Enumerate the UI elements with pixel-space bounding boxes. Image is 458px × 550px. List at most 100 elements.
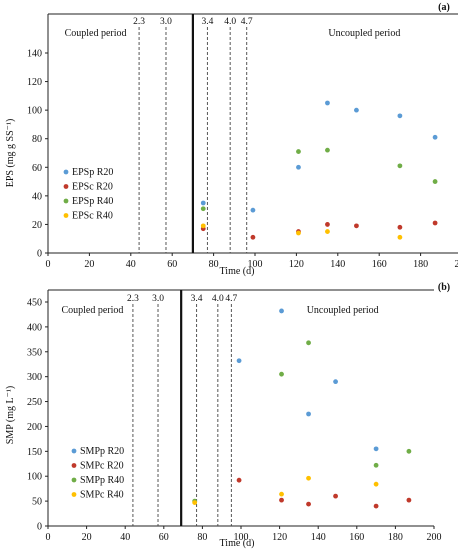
x-tick-label: 40 (120, 532, 130, 543)
data-point (397, 113, 403, 119)
panel-label: (b) (438, 282, 450, 293)
data-point (296, 230, 301, 236)
ph-marker-label: 3.4 (201, 17, 213, 27)
legend-entry: EPSp R40 (72, 196, 113, 207)
x-tick-label: 100 (248, 259, 263, 270)
chart-panel-2: 0 20 40 60 80 100 120 140 160 180 200 0 50 100 150 200 2… (5, 282, 450, 549)
ph-marker-label: 2.3 (133, 17, 145, 27)
x-tick-label: 140 (311, 532, 326, 543)
legend-entry: SMPp R20 (80, 446, 124, 457)
legend-entry: SMPc R20 (80, 461, 124, 472)
x-tick-label: 20 (82, 532, 92, 543)
data-point (279, 491, 284, 497)
data-point (306, 411, 311, 417)
y-axis-title: EPS (mg g SS⁻¹) (5, 119, 16, 188)
x-tick-label: 160 (349, 532, 364, 543)
data-point (354, 107, 359, 113)
legend-entry: EPSc R40 (72, 211, 113, 222)
data-point (333, 379, 338, 385)
y-tick-label: 350 (27, 347, 42, 358)
coupled-period-label: Coupled period (65, 28, 127, 39)
data-point (373, 481, 379, 487)
y-tick-label: 0 (37, 249, 42, 260)
ph-marker-label: 4.7 (225, 294, 237, 304)
x-tick-label: 180 (388, 532, 403, 543)
legend-marker (71, 492, 77, 497)
data-point (306, 340, 311, 346)
y-axis-title: SMP (mg L⁻¹) (5, 386, 16, 444)
data-point (306, 475, 311, 481)
y-tick-label: 400 (27, 322, 42, 333)
data-point (406, 497, 412, 503)
legend-marker (71, 448, 77, 454)
y-tick-label: 140 (27, 49, 42, 60)
y-tick-label: 20 (32, 220, 42, 231)
x-tick-label: 60 (167, 259, 177, 270)
data-point (373, 446, 379, 452)
y-tick-label: 40 (32, 191, 42, 202)
y-tick-label: 50 (32, 497, 42, 508)
data-point (236, 477, 242, 483)
x-tick-label: 120 (289, 259, 304, 270)
x-tick-label: 180 (413, 259, 428, 270)
coupled-period-label: Coupled period (61, 305, 123, 316)
x-tick-label: 60 (159, 532, 169, 543)
ph-marker-label: 4.0 (224, 17, 236, 27)
data-point (200, 200, 206, 206)
x-tick-label: 0 (46, 532, 51, 543)
x-tick-label: 120 (272, 532, 287, 543)
panel-label: (a) (438, 2, 450, 13)
x-tick-label: 160 (372, 259, 387, 270)
ph-marker-label: 4.0 (212, 294, 224, 304)
ph-marker-label: 3.0 (152, 294, 164, 304)
x-tick-label: 100 (234, 532, 249, 543)
data-point (325, 147, 330, 153)
x-tick-label: 200 (455, 259, 458, 270)
data-point (397, 234, 403, 240)
x-tick-label: 140 (330, 259, 345, 270)
data-point (325, 229, 330, 234)
data-point (354, 223, 359, 229)
y-tick-label: 80 (32, 134, 42, 145)
data-point (250, 234, 256, 240)
ph-marker-label: 2.3 (127, 294, 139, 304)
x-axis-title: Time (d) (220, 538, 255, 549)
data-point (279, 308, 284, 314)
uncoupled-period-label: Uncoupled period (328, 28, 400, 39)
x-axis-title: Time (d) (220, 266, 255, 277)
data-point (373, 462, 379, 468)
x-tick-label: 80 (197, 532, 207, 543)
legend-marker (63, 169, 69, 175)
data-point (279, 497, 284, 503)
legend-entry: SMPp R40 (80, 475, 124, 486)
data-point (397, 224, 403, 230)
x-tick-label: 0 (46, 259, 51, 270)
data-point (325, 222, 330, 227)
legend-marker (71, 477, 77, 483)
y-tick-label: 450 (27, 298, 42, 309)
ph-marker-label: 3.4 (191, 294, 203, 304)
data-point (432, 134, 438, 140)
data-point (397, 163, 403, 169)
y-tick-label: 300 (27, 372, 42, 383)
x-tick-label: 40 (126, 259, 136, 270)
legend-marker (63, 198, 69, 204)
legend-marker (63, 184, 69, 189)
ph-marker-label: 3.0 (160, 17, 172, 27)
data-point (250, 207, 256, 213)
y-tick-label: 200 (27, 422, 42, 433)
y-tick-label: 0 (37, 522, 42, 533)
y-tick-label: 250 (27, 397, 42, 408)
x-tick-label: 200 (427, 532, 442, 543)
uncoupled-period-label: Uncoupled period (307, 305, 379, 316)
data-point (236, 358, 242, 364)
data-point (325, 100, 330, 106)
data-point (432, 220, 438, 226)
data-point (306, 501, 311, 507)
data-point (296, 149, 301, 154)
legend-entry: EPSp R20 (72, 167, 113, 178)
y-tick-label: 120 (27, 77, 42, 88)
data-point (333, 493, 338, 499)
data-point (192, 500, 198, 506)
